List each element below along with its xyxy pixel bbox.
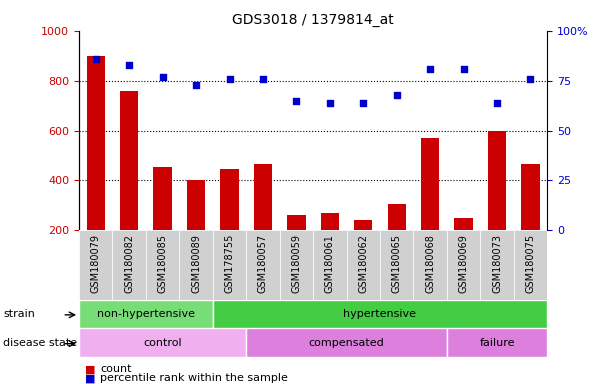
Bar xyxy=(421,138,440,280)
Point xyxy=(492,99,502,106)
Text: GSM180079: GSM180079 xyxy=(91,234,101,293)
Text: GSM180059: GSM180059 xyxy=(291,234,302,293)
Bar xyxy=(120,91,139,280)
Text: disease state: disease state xyxy=(3,338,77,348)
Bar xyxy=(413,230,447,300)
Point xyxy=(224,76,234,82)
Point xyxy=(458,66,468,72)
Bar xyxy=(246,230,280,300)
Bar xyxy=(146,230,179,300)
Text: count: count xyxy=(100,364,132,374)
Bar xyxy=(521,164,540,280)
Bar xyxy=(488,131,506,280)
Bar xyxy=(320,213,339,280)
Bar xyxy=(480,230,514,300)
Bar xyxy=(347,230,380,300)
Bar xyxy=(79,328,246,357)
Text: GSM180061: GSM180061 xyxy=(325,234,335,293)
Text: GSM178755: GSM178755 xyxy=(224,234,235,293)
Text: GSM180085: GSM180085 xyxy=(157,234,168,293)
Bar xyxy=(79,230,112,300)
Text: ■: ■ xyxy=(85,373,95,383)
Point xyxy=(291,98,301,104)
Bar xyxy=(213,230,246,300)
Bar xyxy=(380,230,413,300)
Point xyxy=(191,81,201,88)
Text: failure: failure xyxy=(479,338,515,348)
Point xyxy=(392,91,401,98)
Point xyxy=(325,99,334,106)
Bar xyxy=(280,230,313,300)
Point xyxy=(124,61,134,68)
Text: GSM180082: GSM180082 xyxy=(124,234,134,293)
Text: GSM180068: GSM180068 xyxy=(425,234,435,293)
Text: GSM180075: GSM180075 xyxy=(525,234,536,293)
Point xyxy=(258,76,268,82)
Text: ■: ■ xyxy=(85,364,95,374)
Bar xyxy=(514,230,547,300)
Text: GSM180057: GSM180057 xyxy=(258,234,268,293)
Bar xyxy=(179,230,213,300)
Text: non-hypertensive: non-hypertensive xyxy=(97,309,195,319)
Point xyxy=(358,99,368,106)
Bar xyxy=(187,180,206,280)
Text: GSM180089: GSM180089 xyxy=(191,234,201,293)
Text: strain: strain xyxy=(3,309,35,319)
Bar xyxy=(213,300,547,328)
Bar xyxy=(447,230,480,300)
Bar xyxy=(387,204,406,280)
Point xyxy=(425,66,435,72)
Point xyxy=(525,76,535,82)
Bar xyxy=(287,215,306,280)
Text: percentile rank within the sample: percentile rank within the sample xyxy=(100,373,288,383)
Text: GSM180073: GSM180073 xyxy=(492,234,502,293)
Bar xyxy=(354,220,373,280)
Point xyxy=(91,56,101,62)
Bar xyxy=(313,230,347,300)
Bar xyxy=(112,230,146,300)
Bar xyxy=(79,300,213,328)
Bar xyxy=(454,218,473,280)
Bar xyxy=(246,328,447,357)
Text: control: control xyxy=(143,338,182,348)
Point xyxy=(157,74,167,80)
Text: GSM180065: GSM180065 xyxy=(392,234,402,293)
Text: hypertensive: hypertensive xyxy=(344,309,416,319)
Bar xyxy=(153,167,172,280)
Bar xyxy=(220,169,239,280)
Bar xyxy=(254,164,272,280)
Text: compensated: compensated xyxy=(309,338,384,348)
Bar xyxy=(447,328,547,357)
Text: GSM180062: GSM180062 xyxy=(358,234,368,293)
Bar xyxy=(86,56,105,280)
Title: GDS3018 / 1379814_at: GDS3018 / 1379814_at xyxy=(232,13,394,27)
Text: GSM180069: GSM180069 xyxy=(458,234,469,293)
